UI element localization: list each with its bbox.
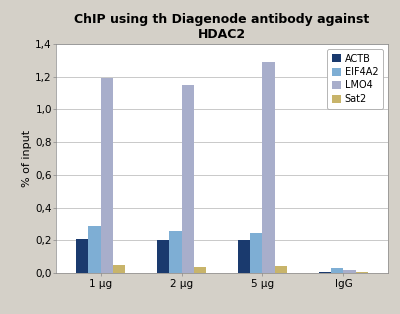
Bar (275, 266, 287, 273)
Bar (344, 270, 356, 273)
Title: ChIP using th Diagenode antibody against
HDAC2: ChIP using th Diagenode antibody against… (74, 14, 370, 41)
Y-axis label: % of input: % of input (22, 130, 32, 187)
Bar (182, 85, 194, 273)
Bar (319, 272, 331, 273)
Bar (250, 233, 262, 273)
Bar (238, 241, 250, 273)
Bar (88, 226, 100, 273)
Legend: ACTB, EIF4A2, LMO4, Sat2: ACTB, EIF4A2, LMO4, Sat2 (327, 49, 383, 109)
Bar (194, 267, 206, 273)
Bar (169, 231, 182, 273)
Bar (76, 239, 88, 273)
Bar (113, 265, 125, 273)
Bar (356, 272, 368, 273)
Bar (100, 78, 113, 273)
Bar (262, 62, 275, 273)
Bar (157, 240, 169, 273)
Bar (331, 268, 344, 273)
